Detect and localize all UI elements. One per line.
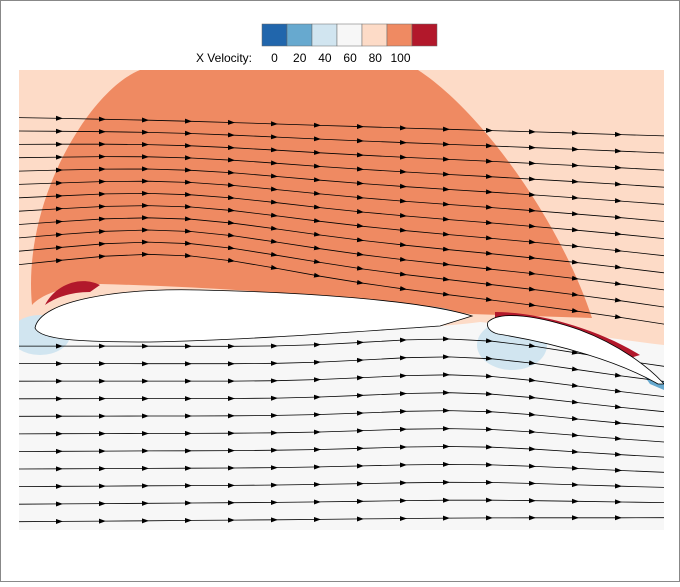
streamlines bbox=[19, 115, 664, 524]
contour-field bbox=[19, 70, 664, 530]
streamline bbox=[19, 426, 664, 443]
streamline bbox=[19, 515, 664, 524]
colorbar: 0 20 40 60 80 100 bbox=[261, 23, 438, 65]
colorbar-swatch bbox=[386, 23, 413, 47]
colorbar-tick-label: 40 bbox=[318, 51, 332, 65]
colorbar-swatch bbox=[336, 23, 363, 47]
colorbar-tick-label: 60 bbox=[343, 51, 357, 65]
colorbar-tick-label: 80 bbox=[369, 51, 383, 65]
streamline bbox=[19, 336, 664, 367]
colorbar-label: X Velocity: bbox=[196, 51, 252, 65]
colorbar-swatch bbox=[286, 23, 313, 47]
streamline bbox=[19, 408, 664, 428]
main-airfoil bbox=[34, 289, 474, 343]
streamline bbox=[19, 479, 664, 489]
streamline bbox=[19, 461, 664, 473]
colorbar-tick-label: 0 bbox=[271, 51, 278, 65]
streamline bbox=[19, 372, 664, 397]
streamline bbox=[19, 443, 664, 458]
colorbar-swatch bbox=[311, 23, 338, 47]
colorbar-swatch bbox=[411, 23, 438, 47]
colorbar-swatch bbox=[261, 23, 288, 47]
streamline bbox=[19, 497, 664, 507]
colorbar-tick-label: 100 bbox=[390, 51, 410, 65]
streamline bbox=[19, 390, 664, 413]
streamline bbox=[19, 251, 664, 325]
flap-airfoil bbox=[487, 315, 664, 385]
contour-region bbox=[19, 322, 664, 530]
colorbar-tick-label: 20 bbox=[293, 51, 307, 65]
colorbar-swatch bbox=[361, 23, 388, 47]
streamline bbox=[19, 354, 664, 382]
